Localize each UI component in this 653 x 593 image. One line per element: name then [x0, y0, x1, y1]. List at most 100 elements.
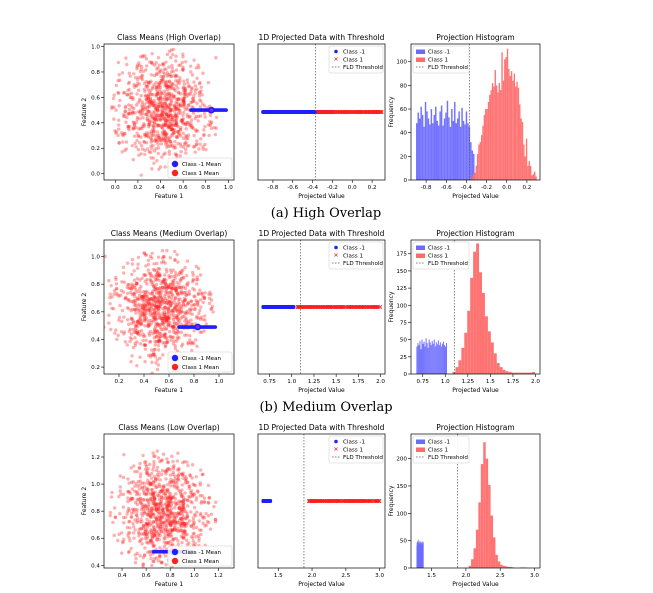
scatter-point [170, 528, 175, 533]
scatter-point [174, 117, 178, 122]
scatter-point [114, 131, 118, 135]
scatter-point [189, 100, 193, 105]
scatter-point [181, 515, 186, 519]
scatter-point [190, 105, 194, 109]
scatter-point [131, 127, 135, 131]
y-tick-label: 60 [400, 107, 408, 113]
scatter-point [184, 538, 189, 543]
scatter-point [180, 119, 184, 124]
scatter-point [153, 354, 158, 359]
scatter-point [151, 130, 156, 134]
scatter-point [163, 97, 167, 102]
scatter-point [152, 125, 156, 130]
scatter-point [195, 489, 200, 493]
scatter-point [148, 481, 153, 485]
histogram-bar-neg [436, 344, 438, 374]
scatter-point [151, 499, 155, 503]
scatter-point [185, 480, 189, 485]
scatter-point [118, 474, 122, 478]
scatter-point [173, 296, 178, 301]
scatter-point [178, 127, 183, 132]
scatter-point [163, 123, 167, 127]
scatter-point [192, 303, 197, 307]
scatter-point [142, 484, 147, 489]
scatter-point [197, 147, 201, 151]
scatter-point [149, 137, 153, 141]
scatter-point [150, 508, 154, 512]
scatter-point [158, 290, 162, 295]
scatter-point [122, 112, 126, 117]
scatter-point [166, 482, 170, 487]
scatter-point [149, 144, 153, 148]
scatter-point [163, 332, 167, 336]
scatter-point [135, 551, 139, 556]
histogram-bar-pos [511, 372, 515, 374]
scatter-point [155, 328, 159, 333]
scatter-point [156, 142, 160, 146]
scatter-point [175, 115, 180, 119]
scatter-point [183, 87, 188, 91]
projected-point-pos [327, 305, 331, 309]
scatter-point [153, 343, 157, 347]
scatter-point [181, 98, 186, 103]
scatter-point [132, 123, 137, 127]
scatter-point [174, 528, 179, 533]
scatter-point [172, 320, 176, 324]
scatter-point [114, 130, 119, 134]
scatter-point [167, 124, 171, 129]
legend-entry: Class 1 [428, 254, 448, 260]
scatter-point [159, 296, 163, 300]
scatter-point [148, 523, 152, 527]
scatter-point [174, 104, 178, 109]
scatter-point [192, 144, 197, 149]
scatter-point [154, 334, 159, 339]
scatter-point [104, 254, 107, 259]
scatter-point [157, 537, 161, 542]
scatter-point [133, 291, 137, 295]
scatter-point [155, 522, 159, 527]
scatter-point [153, 101, 157, 105]
scatter-point [142, 509, 146, 514]
scatter-point [150, 512, 154, 516]
scatter-point [183, 86, 187, 90]
scatter-point [143, 253, 148, 257]
scatter-point [112, 292, 116, 296]
x-tick-label: -0.8 [421, 185, 432, 191]
scatter-point [158, 80, 162, 85]
scatter-point [170, 116, 175, 120]
scatter-point [127, 329, 132, 334]
legend-marker [416, 439, 425, 444]
scatter-point [180, 310, 185, 314]
projected-point-neg [277, 305, 282, 309]
scatter-point [136, 266, 140, 270]
scatter-point [191, 532, 195, 536]
scatter-point [143, 305, 148, 309]
scatter-point [160, 77, 165, 81]
scatter-point [138, 110, 142, 115]
scatter-point [198, 98, 202, 102]
scatter-point [143, 54, 147, 58]
scatter-point [174, 79, 178, 83]
histogram-bar-pos [476, 153, 479, 180]
histogram-bar-pos [480, 135, 483, 180]
scatter-point [158, 516, 163, 520]
scatter-point [156, 270, 160, 275]
scatter-point [160, 321, 165, 325]
projected-point-pos [337, 110, 342, 114]
scatter-point [152, 525, 156, 529]
scatter-point [165, 97, 169, 102]
scatter-point [131, 95, 135, 100]
scatter-point [165, 457, 169, 461]
scatter-point [201, 71, 205, 75]
scatter-point [108, 513, 112, 518]
scatter-point [149, 99, 153, 103]
y-tick-label: 0 [403, 372, 407, 378]
x-tick-label: 1.0 [190, 573, 199, 579]
scatter-point [126, 307, 131, 311]
scatter-point [143, 530, 147, 534]
scatter-point [177, 282, 181, 286]
scatter-point [153, 105, 157, 110]
panel-0: Class Means (High Overlap)Feature 1Featu… [81, 33, 235, 200]
scatter-point [142, 343, 147, 347]
scatter-point [149, 88, 153, 92]
